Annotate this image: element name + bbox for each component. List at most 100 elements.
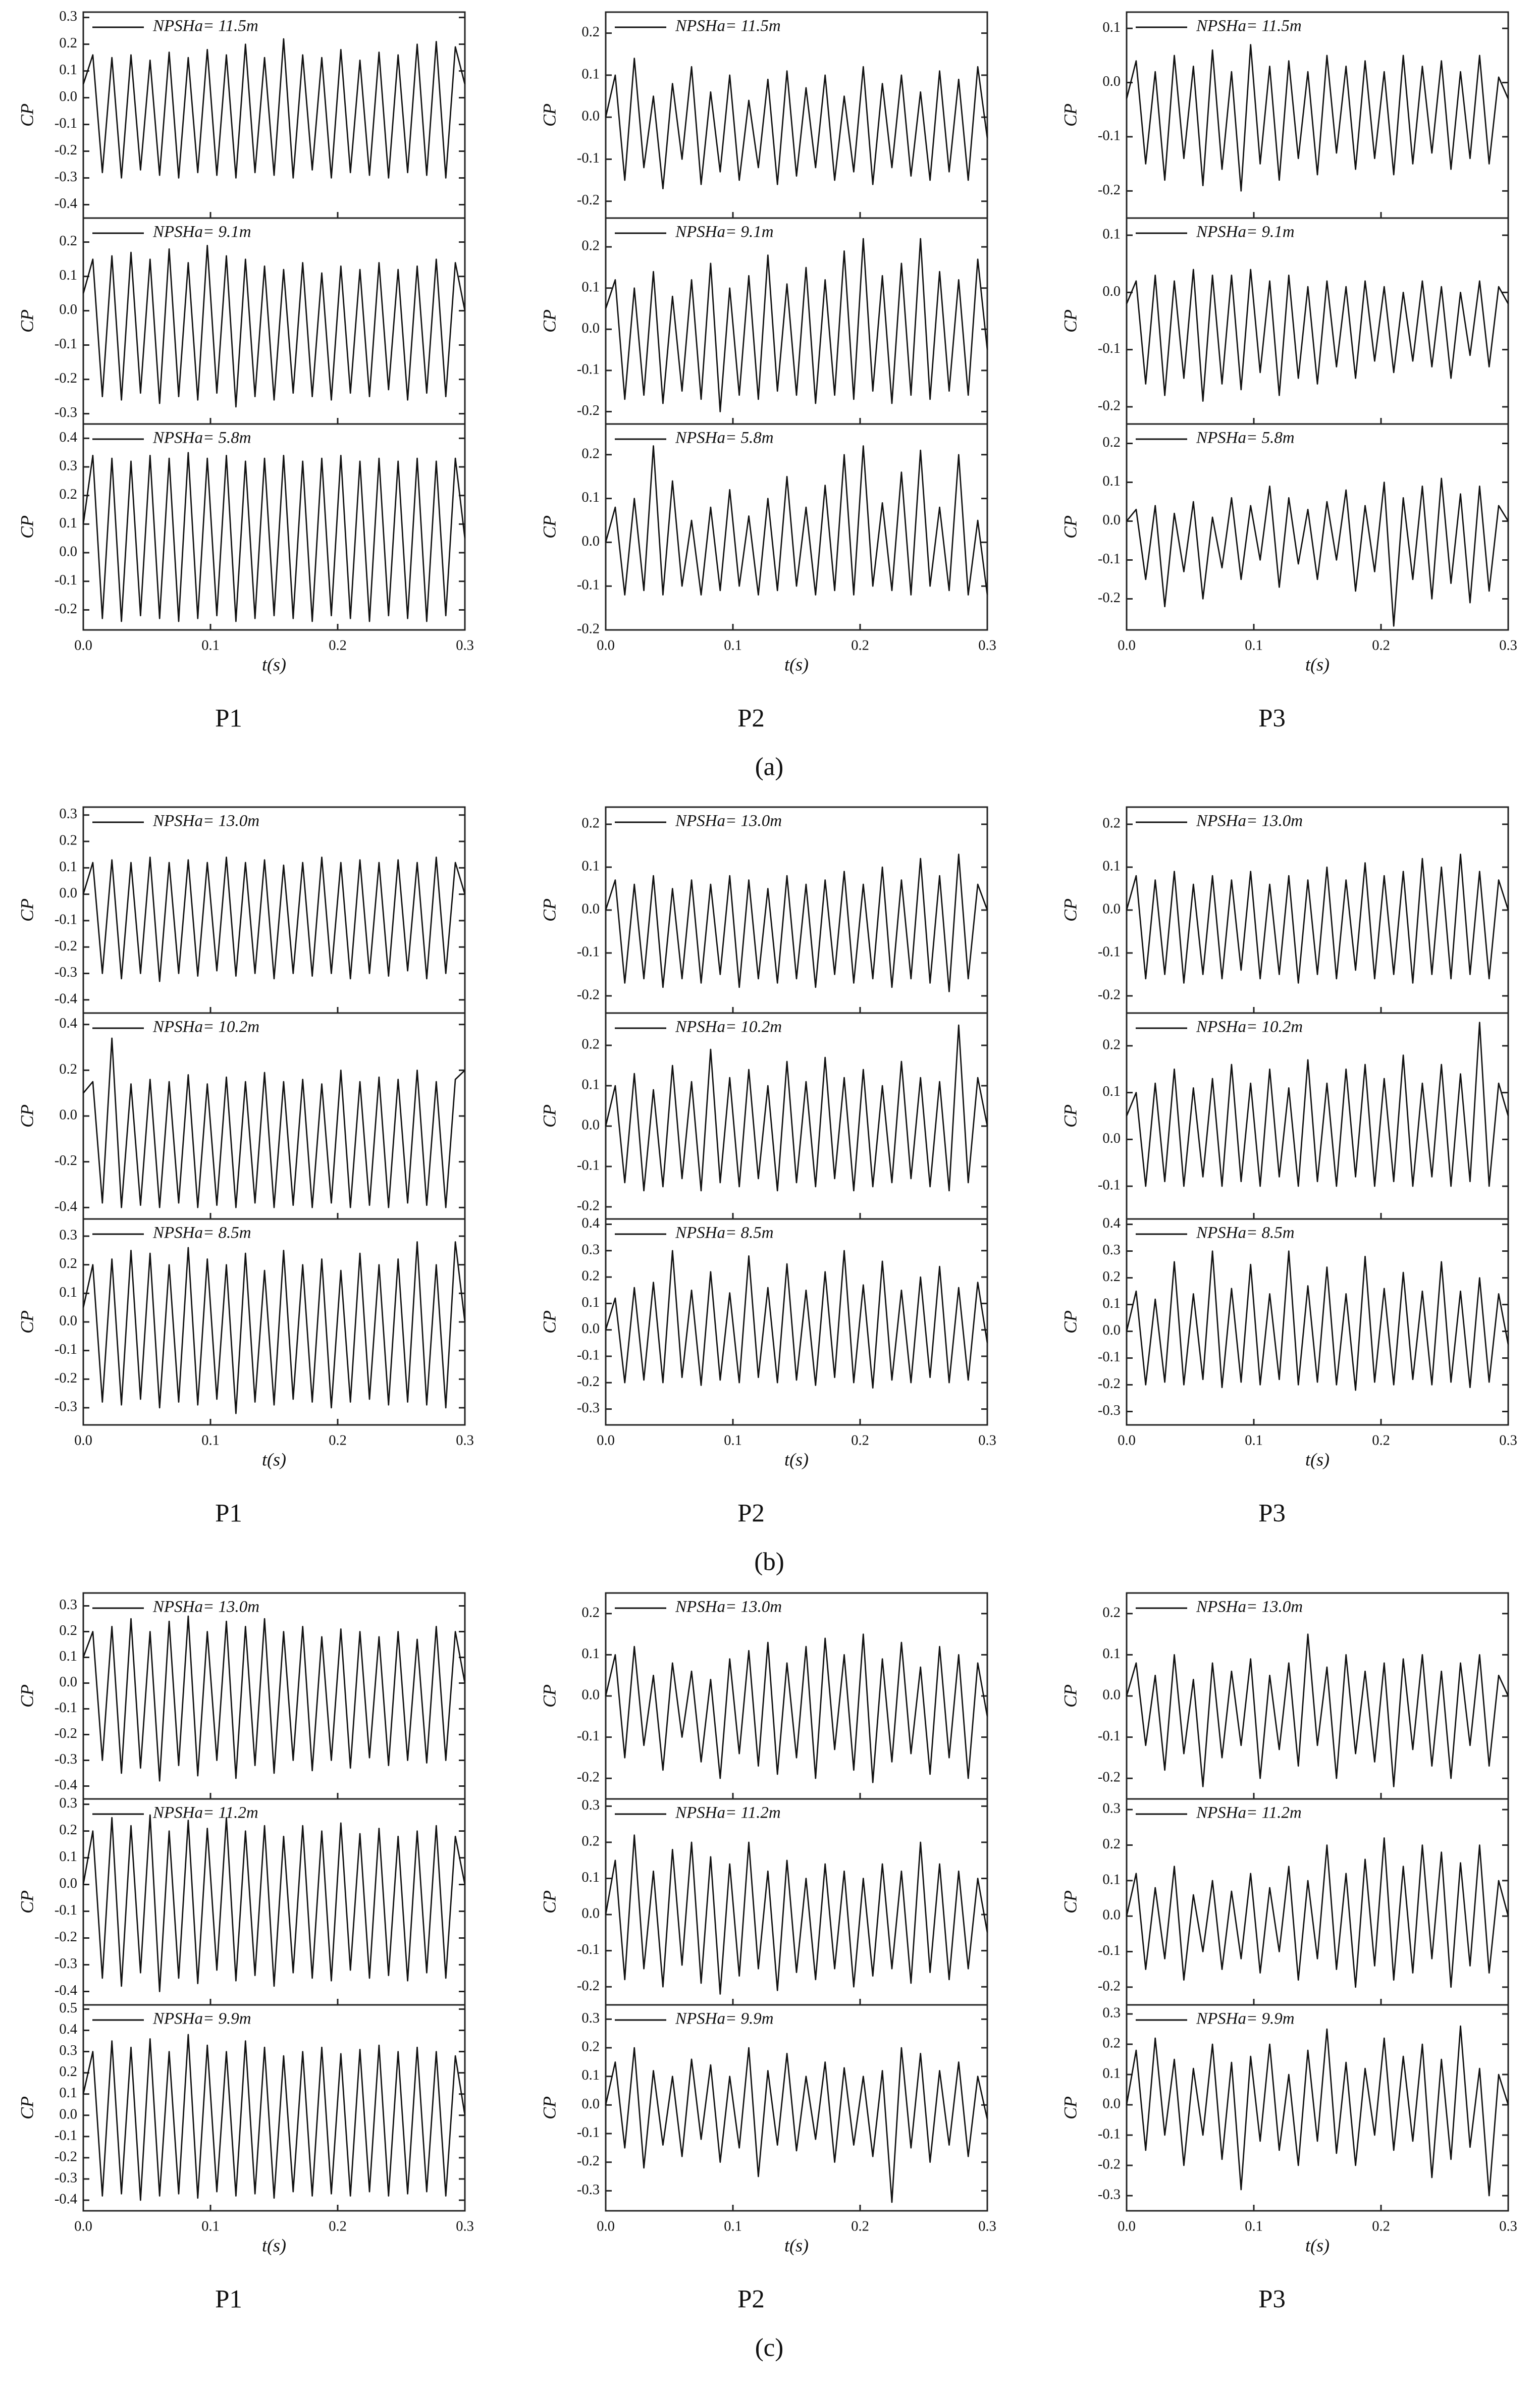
y-axis-label: CP [17, 103, 37, 127]
y-tick-label: -0.2 [577, 192, 600, 208]
y-tick-label: 0.2 [581, 238, 600, 254]
x-tick-label: 0.1 [201, 638, 220, 654]
signal-line [1126, 269, 1509, 402]
legend-label: NPSHa= 11.2m [675, 1804, 781, 1822]
x-tick-label: 0.2 [1372, 2219, 1390, 2235]
x-tick-label: 0.2 [1372, 638, 1390, 654]
y-axis-label: CP [1060, 309, 1080, 333]
signal-line [82, 1037, 465, 1208]
legend-label: NPSHa= 9.9m [152, 2010, 251, 2028]
x-tick-label: 0.2 [329, 638, 347, 654]
y-tick-label: 0.1 [59, 1649, 77, 1664]
y-axis-label: CP [539, 1684, 559, 1708]
y-tick-label: -0.2 [1098, 2157, 1121, 2172]
signal-line [605, 445, 988, 596]
y-tick-label: 0.1 [581, 2067, 600, 2083]
plot-frame [1126, 1012, 1509, 1220]
y-tick-label: -0.1 [577, 1348, 600, 1363]
plot-frame [82, 1012, 466, 1220]
y-tick-label: 0.2 [1102, 1836, 1121, 1852]
column-caption: P3 [1258, 1500, 1286, 1528]
x-axis-label: t(s) [1305, 1449, 1330, 1469]
y-tick-label: -0.2 [55, 1726, 77, 1741]
y-tick-label: -0.3 [577, 1400, 600, 1416]
x-axis-label: t(s) [784, 1449, 809, 1469]
column-caption: P3 [1258, 2286, 1286, 2314]
y-tick-label: 0.1 [1102, 1296, 1121, 1311]
y-tick-label: -0.2 [55, 1153, 77, 1169]
y-tick-label: 0.0 [581, 321, 600, 336]
x-tick-label: 0.3 [1499, 1433, 1517, 1449]
y-tick-label: 0.0 [1102, 901, 1121, 917]
y-tick-label: 0.1 [59, 1849, 77, 1865]
y-tick-label: 0.1 [59, 1285, 77, 1300]
x-axis-label: t(s) [1305, 654, 1330, 674]
y-tick-label: -0.1 [1098, 2127, 1121, 2142]
y-tick-label: -0.3 [55, 169, 77, 185]
y-tick-label: 0.0 [1102, 74, 1121, 89]
x-tick-label: 0.0 [1118, 1433, 1136, 1449]
y-tick-label: -0.2 [577, 987, 600, 1003]
legend-label: NPSHa= 9.9m [675, 2010, 774, 2028]
column-caption: P1 [215, 705, 242, 733]
y-tick-label: -0.2 [55, 142, 77, 158]
legend-label: NPSHa= 9.1m [675, 223, 774, 241]
y-tick-label: -0.2 [577, 1978, 600, 1994]
y-axis-label: CP [17, 898, 37, 922]
plot-frame [1126, 423, 1509, 631]
y-tick-label: 0.3 [581, 1242, 600, 1257]
y-tick-label: 0.2 [59, 487, 77, 502]
signal-line [82, 38, 466, 179]
y-tick-label: 0.1 [59, 2085, 77, 2101]
y-axis-label: CP [17, 1684, 37, 1708]
group-caption: (a) [755, 753, 784, 781]
plot-frame [1126, 2004, 1509, 2212]
legend-label: NPSHa= 13.0m [675, 812, 782, 830]
y-tick-label: -0.1 [55, 1700, 77, 1716]
y-tick-label: 0.1 [581, 490, 600, 505]
y-tick-label: 0.1 [581, 1295, 600, 1310]
y-axis-label: CP [539, 309, 559, 333]
y-tick-label: -0.4 [55, 1199, 77, 1214]
y-axis-label: CP [17, 309, 37, 333]
plot-frame [1126, 1592, 1509, 1800]
y-tick-label: -0.2 [1098, 590, 1121, 606]
y-axis-label: CP [539, 2096, 559, 2119]
legend-label: NPSHa= 5.8m [1196, 429, 1295, 447]
y-tick-label: -0.1 [577, 2125, 600, 2141]
legend-label: NPSHa= 5.8m [152, 429, 251, 447]
signal-line [1126, 477, 1509, 627]
y-tick-label: 0.1 [581, 1870, 600, 1885]
signal-line [605, 2047, 988, 2203]
y-tick-label: -0.2 [55, 1370, 77, 1386]
y-tick-label: 0.3 [59, 1597, 77, 1613]
y-tick-label: 0.2 [581, 2039, 600, 2055]
y-tick-label: -0.1 [1098, 128, 1121, 143]
y-tick-label: 0.2 [581, 1833, 600, 1849]
x-axis-label: t(s) [784, 2235, 809, 2255]
plot-frame [82, 2004, 466, 2212]
y-tick-label: -0.1 [1098, 944, 1121, 960]
y-tick-label: 0.1 [59, 62, 77, 78]
y-axis-label: CP [1060, 898, 1080, 922]
y-axis-label: CP [17, 1890, 37, 1914]
y-tick-label: -0.1 [577, 150, 600, 166]
x-tick-label: 0.3 [456, 2219, 474, 2235]
y-tick-label: -0.3 [1098, 2187, 1121, 2203]
y-axis-label: CP [17, 2096, 37, 2119]
x-tick-label: 0.2 [851, 1433, 869, 1449]
y-tick-label: -0.1 [577, 1942, 600, 1957]
y-tick-label: 0.4 [59, 2022, 77, 2037]
legend-label: NPSHa= 8.5m [152, 1224, 251, 1242]
y-tick-label: -0.1 [1098, 1178, 1121, 1193]
column-caption: P2 [737, 2286, 765, 2314]
x-tick-label: 0.0 [1118, 638, 1136, 654]
x-axis-label: t(s) [1305, 2235, 1330, 2255]
y-tick-label: 0.0 [59, 544, 77, 560]
y-tick-label: -0.1 [1098, 1943, 1121, 1958]
y-tick-label: -0.4 [55, 1777, 77, 1793]
y-tick-label: 0.2 [59, 35, 77, 51]
legend-label: NPSHa= 13.0m [1196, 812, 1303, 830]
y-tick-label: -0.1 [1098, 551, 1121, 567]
